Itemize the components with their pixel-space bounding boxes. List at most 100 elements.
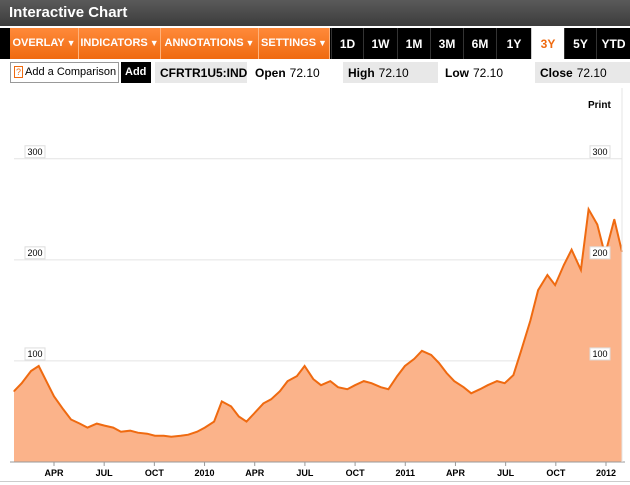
y-tick-left-300-box — [24, 145, 46, 159]
overlay-menu[interactable]: OVERLAY ▼ — [10, 28, 79, 59]
close-quote: Close 72.10 — [535, 62, 630, 83]
x-tick-label: OCT — [546, 468, 566, 478]
price-line — [13, 206, 623, 438]
chart-axes: 100 200 300 100 200 300 APR JUL OCT 2010 APR JUL OCT… — [10, 88, 625, 478]
y-tick-right-300: 300 — [589, 145, 611, 159]
high-value: 72.10 — [378, 66, 409, 80]
range-1w-button[interactable]: 1W — [363, 28, 397, 59]
data-point — [479, 388, 481, 390]
data-point — [112, 427, 114, 429]
indicators-menu[interactable]: INDICATORS ▼ — [79, 28, 161, 59]
data-point — [520, 350, 522, 352]
chevron-down-icon: ▼ — [149, 38, 159, 48]
range-5y-button[interactable]: 5Y — [564, 28, 596, 59]
x-tick-label: APR — [44, 468, 64, 478]
y-tick-left-100: 100 — [24, 347, 46, 361]
range-1d-button[interactable]: 1D — [331, 28, 363, 59]
data-point — [387, 388, 389, 390]
x-tick-label: 2011 — [396, 468, 416, 478]
data-point — [129, 430, 131, 432]
data-point — [238, 415, 240, 418]
data-point — [337, 386, 339, 388]
data-point — [53, 395, 55, 397]
data-point — [21, 382, 23, 384]
y-tick-right-200-text: 200 — [592, 248, 607, 258]
data-point — [170, 436, 172, 438]
chevron-down-icon: ▼ — [245, 38, 255, 48]
range-1y-button[interactable]: 1Y — [496, 28, 531, 59]
help-icon[interactable]: ? — [14, 66, 24, 78]
data-point — [413, 358, 415, 360]
range-3m-button[interactable]: 3M — [430, 28, 463, 59]
x-tick-label: APR — [245, 468, 265, 478]
annotations-menu[interactable]: ANNOTATIONS ▼ — [161, 28, 259, 59]
quote-bar: ? Add a Comparison Add CFRTR1U5:IND Open 7… — [0, 61, 630, 86]
indicators-menu-label: INDICATORS — [80, 37, 148, 49]
data-point — [496, 380, 498, 382]
data-point — [38, 365, 40, 367]
window-title: Interactive Chart — [0, 0, 630, 26]
data-point — [187, 434, 189, 436]
y-tick-right-300-text: 300 — [592, 147, 607, 157]
chevron-down-icon: ▼ — [318, 38, 327, 48]
data-point — [146, 433, 148, 435]
y-tick-left-100-box — [24, 347, 46, 361]
data-point — [588, 208, 590, 210]
x-tick-label: OCT — [145, 468, 165, 478]
data-point — [245, 421, 248, 423]
bottom-divider — [0, 481, 630, 482]
data-point — [221, 400, 223, 402]
data-point — [546, 274, 549, 276]
data-point — [230, 405, 232, 407]
range-1m-button[interactable]: 1M — [397, 28, 430, 59]
chevron-down-icon: ▼ — [66, 38, 76, 48]
high-quote: High 72.10 — [343, 62, 438, 83]
range-3y-button[interactable]: 3Y — [531, 28, 564, 59]
x-tick-label: 2010 — [195, 468, 215, 478]
y-tick-left-200-text: 200 — [27, 248, 42, 258]
data-point — [304, 365, 306, 367]
overlay-menu-label: OVERLAY — [12, 37, 65, 49]
add-button[interactable]: Add — [121, 62, 151, 83]
data-point — [180, 435, 182, 437]
data-point — [363, 380, 365, 382]
range-6m-button[interactable]: 6M — [463, 28, 496, 59]
data-point — [137, 432, 139, 434]
close-label: Close — [540, 66, 573, 80]
print-link[interactable]: Print — [588, 100, 611, 111]
data-point — [446, 372, 448, 374]
add-comparison-field[interactable]: ? Add a Comparison — [10, 62, 119, 83]
range-ytd-button[interactable]: YTD — [596, 28, 630, 59]
data-point — [312, 378, 314, 380]
y-tick-left-300-text: 300 — [27, 147, 42, 157]
price-chart: 100 200 300 100 200 300 APR JUL OCT 2010 APR JUL OCT… — [10, 88, 625, 478]
annotations-menu-label: ANNOTATIONS — [164, 37, 244, 49]
data-point — [354, 384, 356, 386]
y-tick-right-300-box — [589, 145, 611, 159]
data-point — [430, 354, 432, 356]
y-tick-right-100-box — [589, 347, 611, 361]
settings-menu[interactable]: SETTINGS ▼ — [259, 28, 330, 59]
data-point — [329, 380, 331, 382]
data-point — [453, 380, 455, 382]
data-point — [287, 380, 289, 382]
data-point — [554, 284, 556, 286]
data-point — [504, 382, 506, 384]
data-point — [563, 264, 565, 266]
data-point — [296, 375, 298, 377]
data-point — [370, 382, 373, 384]
data-point — [79, 423, 81, 425]
data-point — [13, 390, 15, 392]
open-value: 72.10 — [289, 66, 320, 80]
data-point — [346, 388, 348, 390]
close-value: 72.10 — [576, 66, 607, 80]
data-point — [571, 249, 573, 251]
data-point — [213, 421, 215, 423]
data-point — [529, 319, 532, 322]
data-point — [396, 375, 398, 377]
low-quote: Low 72.10 — [440, 62, 532, 83]
y-tick-left-200-box — [24, 246, 46, 260]
high-label: High — [348, 66, 375, 80]
x-tick-label: JUL — [296, 468, 314, 478]
data-point — [163, 435, 165, 437]
